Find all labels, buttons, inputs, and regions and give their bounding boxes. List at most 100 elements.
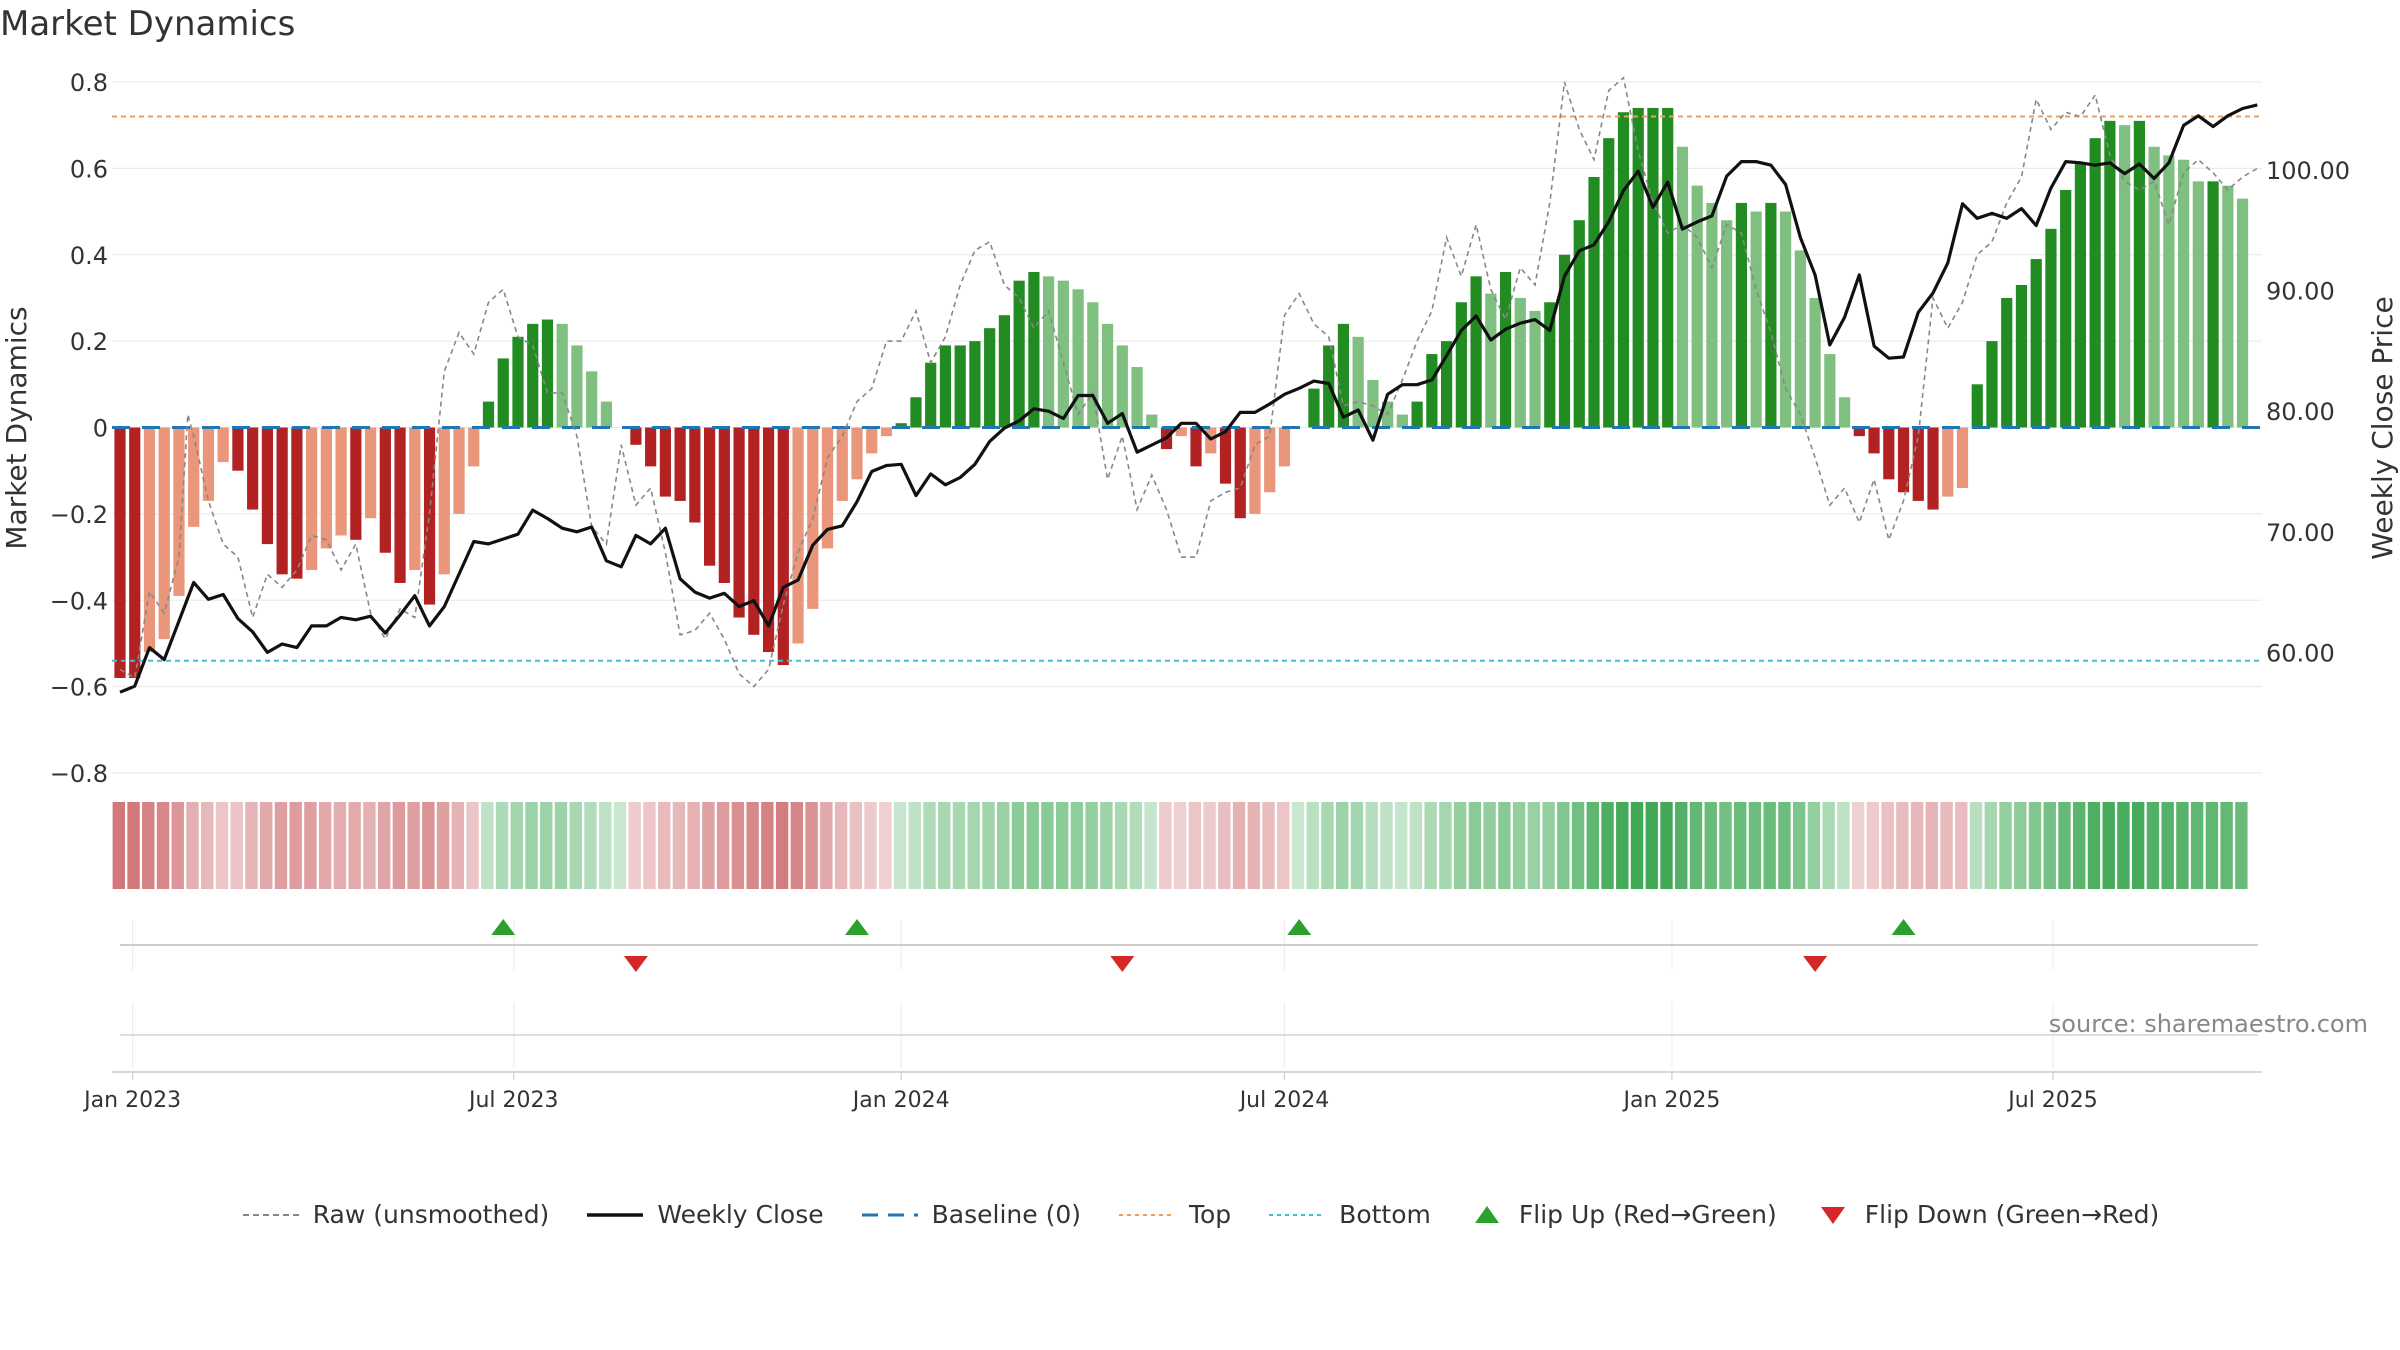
heatstrip-cell — [142, 802, 155, 889]
legend-item-baseline: Baseline (0) — [860, 1200, 1081, 1229]
momentum-bar — [1043, 276, 1055, 428]
momentum-bar — [306, 427, 318, 571]
heatstrip-cell — [348, 802, 361, 889]
legend-flip-down-label: Flip Down (Green→Red) — [1864, 1200, 2160, 1229]
heatstrip-cell — [1129, 802, 1143, 889]
heatstrip-cell — [2220, 802, 2233, 889]
momentum-bar — [1337, 323, 1350, 428]
momentum-bar — [762, 427, 775, 653]
ytick-left-label: −0.4 — [50, 587, 108, 615]
momentum-bar — [2015, 284, 2028, 428]
momentum-bar — [1662, 107, 1674, 428]
heatstrip-cell — [952, 802, 966, 889]
heatstrip-cell — [2028, 802, 2042, 889]
momentum-bar — [453, 427, 465, 514]
momentum-bar — [232, 427, 244, 471]
flip-up-marker — [1287, 919, 1312, 935]
momentum-bar — [556, 323, 568, 428]
momentum-bar — [497, 358, 509, 428]
heatstrip-cell — [1925, 802, 1939, 889]
momentum-bar — [1529, 310, 1541, 428]
heatstrip-cell — [569, 802, 582, 889]
heatstrip-cell — [289, 802, 302, 889]
heatstrip-cell — [201, 802, 214, 889]
flip-up-marker — [491, 919, 516, 935]
legend-item-top: Top — [1117, 1200, 1231, 1229]
momentum-bar — [1603, 138, 1615, 428]
heatstrip-cell — [1100, 802, 1113, 889]
heatstrip-cell — [1218, 802, 1231, 889]
heatstrip-cell — [156, 802, 170, 889]
legend-raw-label: Raw (unsmoothed) — [312, 1200, 550, 1229]
heatstrip-cell — [643, 802, 656, 889]
momentum-bar — [423, 427, 436, 605]
heatstrip-cell — [599, 802, 612, 889]
heatstrip-cell — [2190, 802, 2204, 889]
momentum-bar — [1087, 302, 1099, 428]
legend-baseline-label: Baseline (0) — [931, 1200, 1081, 1229]
ytick-left-label: −0.6 — [50, 674, 108, 702]
heatstrip-cell — [525, 802, 538, 889]
momentum-bar — [1632, 107, 1644, 428]
ytick-right-label: 80.00 — [2266, 398, 2335, 426]
heatstrip-cell — [2176, 802, 2189, 889]
heatstrip-cell — [2058, 802, 2071, 889]
momentum-bar — [512, 336, 524, 428]
momentum-bar — [1116, 345, 1128, 428]
heatstrip-cell — [982, 802, 995, 889]
momentum-bar — [541, 319, 554, 428]
heatstrip-cell — [1660, 802, 1673, 889]
flip-up-marker — [1891, 919, 1916, 935]
heatstrip-cell — [215, 802, 229, 889]
momentum-bar — [2163, 155, 2175, 428]
momentum-bar — [880, 427, 893, 437]
momentum-bar — [1853, 427, 1865, 437]
heatstrip-cell — [2131, 802, 2145, 889]
momentum-bar — [1514, 297, 1526, 428]
heatstrip-cell — [1203, 802, 1216, 889]
heatstrip-cell — [1262, 802, 1275, 889]
heatstrip-cell — [1409, 802, 1423, 889]
heatstrip-cell — [392, 802, 406, 889]
ytick-right-label: 70.00 — [2266, 519, 2335, 547]
heatstrip-cell — [1114, 802, 1128, 889]
heatstrip-cell — [2235, 802, 2248, 889]
flip-down-marker — [623, 956, 648, 972]
momentum-bar — [925, 362, 937, 428]
momentum-bar — [158, 427, 170, 640]
heatstrip-cell — [1851, 802, 1865, 889]
momentum-bar — [1780, 211, 1792, 428]
legend-top-label: Top — [1188, 1200, 1232, 1229]
momentum-bar — [910, 397, 922, 428]
momentum-bar — [1971, 384, 1983, 428]
heatstrip-cell — [422, 802, 435, 889]
momentum-bar — [1721, 220, 1733, 428]
heatstrip-cell — [790, 802, 804, 889]
momentum-bar — [792, 427, 804, 644]
momentum-bar — [1647, 107, 1659, 428]
heatstrip-cell — [1350, 802, 1364, 889]
legend-item-close: Weekly Close — [585, 1200, 824, 1229]
momentum-bar — [1676, 146, 1689, 428]
heatstrip-cell — [687, 802, 700, 889]
momentum-bar — [1057, 280, 1069, 428]
legend-item-raw: Raw (unsmoothed) — [241, 1200, 550, 1229]
momentum-bar — [1175, 427, 1187, 437]
momentum-bar — [571, 345, 583, 428]
legend-close-label: Weekly Close — [657, 1200, 824, 1229]
heatstrip-cell — [1675, 802, 1688, 889]
heatstrip-cell — [1365, 802, 1378, 889]
legend: Raw (unsmoothed) Weekly Close Baseline (… — [0, 1200, 2400, 1229]
momentum-bar — [1897, 427, 1910, 493]
legend-item-bottom: Bottom — [1267, 1200, 1431, 1229]
xtick-label: Jul 2025 — [2006, 1088, 2098, 1113]
momentum-bar — [821, 427, 834, 549]
momentum-bar — [291, 427, 303, 579]
momentum-bar — [2236, 198, 2249, 428]
heatstrip-cell — [997, 802, 1010, 889]
momentum-bar — [1912, 427, 1924, 501]
momentum-bar — [2001, 297, 2013, 428]
heatstrip-cell — [2102, 802, 2115, 889]
momentum-bar — [2119, 125, 2131, 428]
momentum-bar — [2060, 189, 2072, 428]
